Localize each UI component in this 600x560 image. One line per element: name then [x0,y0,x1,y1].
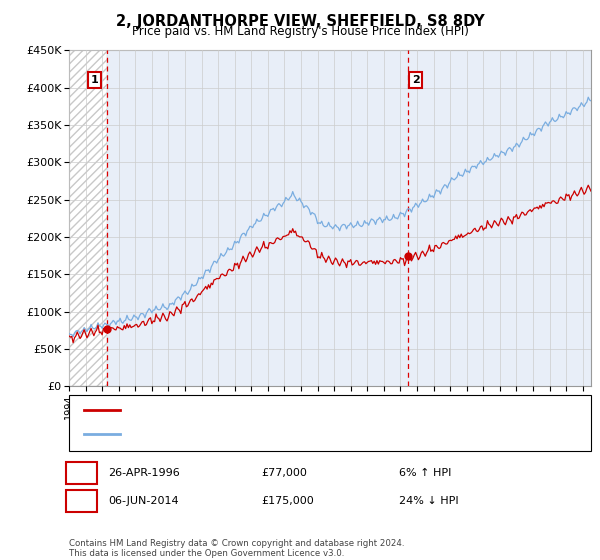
Text: 24% ↓ HPI: 24% ↓ HPI [399,496,458,506]
Text: 2: 2 [412,75,420,85]
Text: 2: 2 [77,494,86,508]
Text: 1: 1 [77,466,86,480]
Text: 1: 1 [91,75,98,85]
Text: Contains HM Land Registry data © Crown copyright and database right 2024.
This d: Contains HM Land Registry data © Crown c… [69,539,404,558]
Text: 2, JORDANTHORPE VIEW, SHEFFIELD, S8 8DY (detached house): 2, JORDANTHORPE VIEW, SHEFFIELD, S8 8DY … [126,405,454,416]
Text: £175,000: £175,000 [261,496,314,506]
Text: 6% ↑ HPI: 6% ↑ HPI [399,468,451,478]
Text: 2, JORDANTHORPE VIEW, SHEFFIELD, S8 8DY: 2, JORDANTHORPE VIEW, SHEFFIELD, S8 8DY [116,14,484,29]
Text: HPI: Average price, detached house, Sheffield: HPI: Average price, detached house, Shef… [126,429,365,439]
Text: 26-APR-1996: 26-APR-1996 [108,468,180,478]
Bar [69,50,107,386]
Text: £77,000: £77,000 [261,468,307,478]
Text: Price paid vs. HM Land Registry's House Price Index (HPI): Price paid vs. HM Land Registry's House … [131,25,469,38]
Text: 06-JUN-2014: 06-JUN-2014 [108,496,179,506]
